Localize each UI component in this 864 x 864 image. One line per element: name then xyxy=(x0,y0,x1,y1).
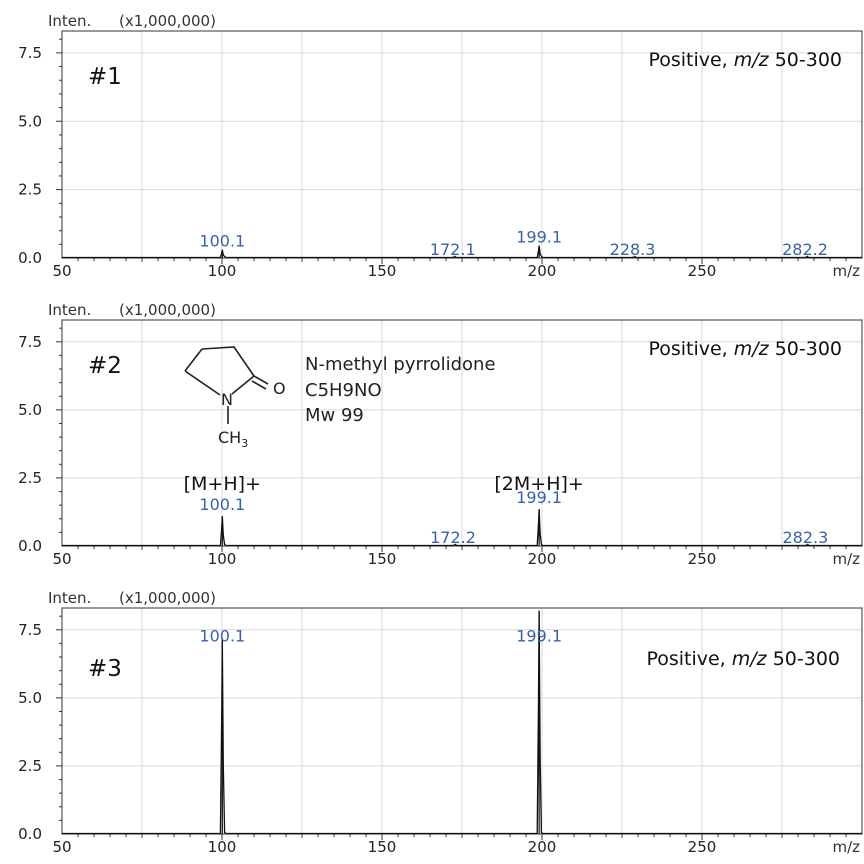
x-axis-title: m/z xyxy=(832,838,860,856)
panel-id-label: #3 xyxy=(88,656,122,682)
peak-label: 199.1 xyxy=(516,227,562,246)
mode-label: Positive, m/z 50-300 xyxy=(648,49,842,71)
y-tick-label: 5.0 xyxy=(18,401,42,419)
y-tick-label: 7.5 xyxy=(18,621,42,639)
mode-label-prefix: Positive, xyxy=(648,49,733,71)
y-scale-label: (x1,000,000) xyxy=(119,12,216,30)
atom-N: N xyxy=(221,390,233,409)
mode-label-prefix: Positive, xyxy=(648,338,733,360)
mode-label-suffix: 50-300 xyxy=(769,338,842,360)
x-tick-label: 150 xyxy=(368,262,397,280)
methyl-subscript: 3 xyxy=(241,437,248,450)
mode-label-suffix: 50-300 xyxy=(767,648,840,670)
y-tick-label: 7.5 xyxy=(18,333,42,351)
x-tick-label: 150 xyxy=(368,550,397,568)
x-tick-label: 100 xyxy=(208,550,237,568)
y-scale-label: (x1,000,000) xyxy=(119,589,216,607)
x-tick-label: 250 xyxy=(688,262,717,280)
y-tick-label: 2.5 xyxy=(18,757,42,775)
x-tick-label: 200 xyxy=(528,550,557,568)
panel-id-label: #2 xyxy=(88,353,122,379)
y-axis-title: Inten. xyxy=(48,12,91,30)
y-tick-label: 5.0 xyxy=(18,112,42,130)
mode-label-italic: m/z xyxy=(734,338,770,360)
peak-label: 199.1 xyxy=(516,488,562,507)
peak-label: 228.3 xyxy=(610,240,656,259)
methyl-base: CH xyxy=(218,428,241,447)
ion-label: [2M+H]+ xyxy=(494,473,583,495)
peak-label: 199.1 xyxy=(516,626,562,645)
x-tick-label: 150 xyxy=(368,838,397,856)
y-tick-label: 2.5 xyxy=(18,181,42,199)
y-scale-label: (x1,000,000) xyxy=(119,301,216,319)
peak-label: 282.2 xyxy=(782,240,828,259)
peak-label: 100.1 xyxy=(199,495,245,514)
x-tick-label: 250 xyxy=(688,550,717,568)
carbonyl-bond xyxy=(251,380,267,390)
x-tick-label: 50 xyxy=(52,550,71,568)
x-tick-label: 100 xyxy=(208,262,237,280)
x-tick-label: 200 xyxy=(528,838,557,856)
peak-label: 172.1 xyxy=(430,240,476,259)
x-tick-label: 250 xyxy=(688,838,717,856)
y-tick-label: 0.0 xyxy=(18,825,42,843)
compound-mw: Mw 99 xyxy=(305,405,364,426)
peak-label: 100.1 xyxy=(199,626,245,645)
x-tick-label: 100 xyxy=(208,838,237,856)
methyl-group: CH3 xyxy=(218,428,248,450)
peak-label: 172.2 xyxy=(430,528,476,547)
ion-label: [M+H]+ xyxy=(184,473,261,495)
mode-label-italic: m/z xyxy=(734,49,770,71)
peak-label: 282.3 xyxy=(782,528,828,547)
compound-name: N-methyl pyrrolidone xyxy=(305,354,496,375)
mode-label-prefix: Positive, xyxy=(646,648,731,670)
mode-label-italic: m/z xyxy=(732,648,768,670)
mode-label: Positive, m/z 50-300 xyxy=(648,338,842,360)
y-tick-label: 5.0 xyxy=(18,689,42,707)
y-tick-label: 2.5 xyxy=(18,469,42,487)
x-axis-title: m/z xyxy=(832,550,860,568)
mode-label: Positive, m/z 50-300 xyxy=(646,648,840,670)
spectrum-panel-1: 50 100 150 200 250 m/z 0.0 2.5 5.0 7.5 Inten. (x1,0… xyxy=(18,12,863,280)
x-tick-label: 50 xyxy=(52,838,71,856)
x-tick-label: 50 xyxy=(52,262,71,280)
y-tick-label: 0.0 xyxy=(18,249,42,267)
mode-label-suffix: 50-300 xyxy=(769,49,842,71)
compound-formula: C5H9NO xyxy=(305,380,382,401)
compound-structure: O N CH3 xyxy=(184,346,286,450)
peak-label: 100.1 xyxy=(199,231,245,250)
ring-bond xyxy=(184,346,256,396)
y-tick-label: 7.5 xyxy=(18,44,42,62)
x-tick-label: 200 xyxy=(528,262,557,280)
panel-id-label: #1 xyxy=(88,64,122,90)
y-axis-title: Inten. xyxy=(48,301,91,319)
carbonyl-bond xyxy=(253,375,269,385)
ring-bond xyxy=(184,348,203,372)
atom-O: O xyxy=(273,379,286,398)
y-axis-title: Inten. xyxy=(48,589,91,607)
y-tick-label: 0.0 xyxy=(18,537,42,555)
spectrum-panel-3: 50 100 150 200 250 m/z 0.0 2.5 5.0 7.5 Inten. (x1,0… xyxy=(18,589,863,856)
spectrum-panel-2: 50 100 150 200 250 m/z 0.0 2.5 5.0 7.5 Inten. (x1,0… xyxy=(18,301,863,568)
x-axis-title: m/z xyxy=(832,262,860,280)
